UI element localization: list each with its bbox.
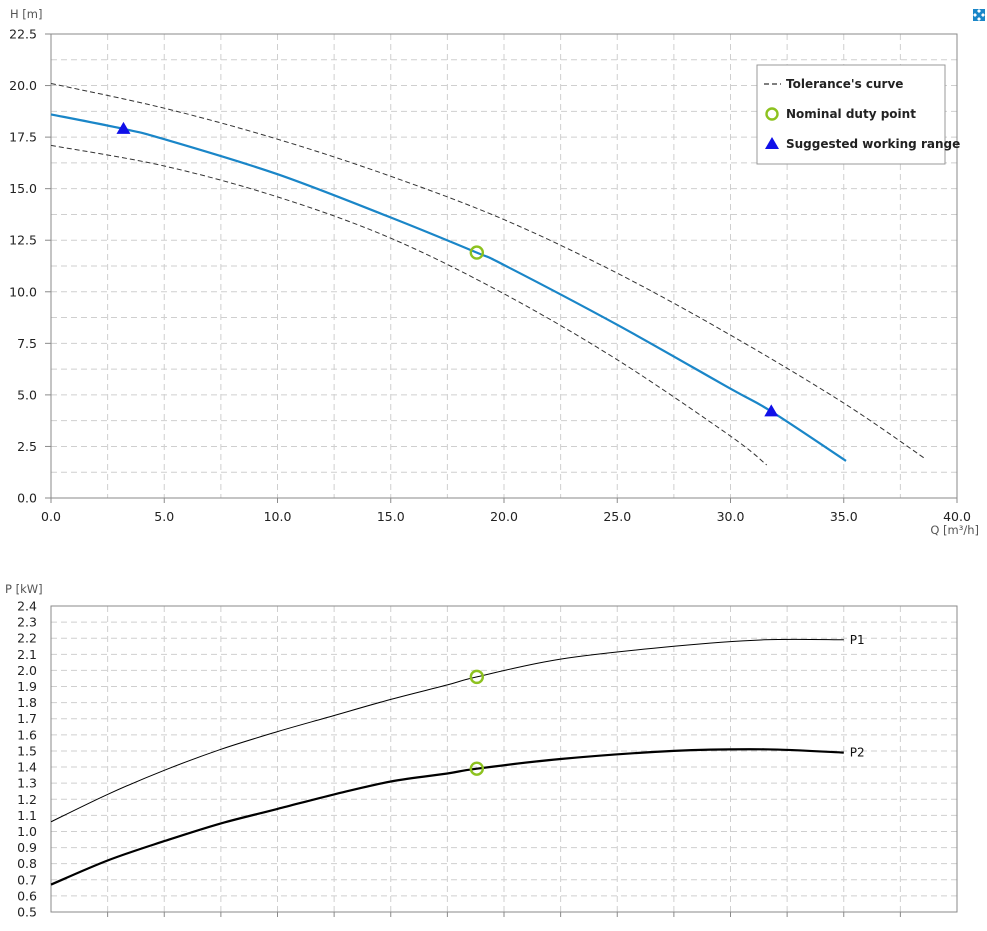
power-p1-label: P1	[850, 633, 865, 647]
power-y-tick-label: 1.0	[17, 824, 37, 839]
working-range-marker	[764, 404, 779, 417]
head-y-tick-label: 10.0	[9, 284, 37, 299]
power-y-tick-label: 2.0	[17, 663, 37, 678]
head-y-tick-label: 0.0	[17, 491, 37, 506]
power-y-tick-label: 1.8	[17, 695, 37, 710]
head-x-tick-label: 5.0	[154, 509, 174, 524]
head-x-axis-label: Q [m³/h]	[930, 523, 979, 537]
tolerance-lower-line	[50, 144, 768, 466]
power-y-tick-label: 1.7	[17, 711, 37, 726]
head-x-tick-label: 10.0	[264, 509, 292, 524]
power-y-tick-label: 0.9	[17, 840, 37, 855]
legend-box	[756, 64, 946, 165]
head-x-tick-label: 40.0	[943, 509, 971, 524]
head-duty-point	[469, 245, 485, 260]
power-chart: 2.42.32.22.12.01.91.81.71.61.51.41.31.21…	[5, 582, 958, 920]
power-y-tick-label: 0.5	[17, 905, 37, 920]
head-y-tick-label: 12.5	[9, 233, 37, 248]
power-y-tick-label: 2.3	[17, 615, 37, 630]
legend-duty-label: Nominal duty point	[786, 107, 916, 121]
head-y-tick-label: 15.0	[9, 181, 37, 196]
power-p2-line	[50, 748, 844, 886]
legend-range-swatch	[765, 137, 779, 149]
tolerance-upper-line	[50, 83, 926, 460]
head-curve-line	[50, 113, 847, 462]
legend-duty-swatch	[765, 107, 779, 121]
legend-range-label: Suggested working range	[786, 137, 960, 151]
head-x-tick-label: 20.0	[490, 509, 518, 524]
head-y-tick-label: 7.5	[17, 336, 37, 351]
head-chart: 0.0 2.5 5.0 7.5 10.0 12.5 15.0 17.5 20.0 22.5 0.0…	[9, 7, 979, 537]
power-duty-point	[469, 669, 485, 685]
expand-arrows-icon[interactable]	[971, 7, 987, 23]
power-p1-line	[50, 638, 844, 823]
power-y-tick-label: 1.4	[17, 760, 37, 775]
legend-tolerance-label: Tolerance's curve	[786, 77, 903, 91]
power-y-tick-label: 0.6	[17, 888, 37, 903]
power-y-tick-label: 1.9	[17, 679, 37, 694]
head-y-tick-label: 17.5	[9, 130, 37, 145]
head-y-tick-label: 2.5	[17, 439, 37, 454]
legend: Tolerance's curve Nominal duty point Sug…	[756, 64, 960, 165]
power-y-tick-label: 0.8	[17, 856, 37, 871]
power-y-tick-label: 1.6	[17, 727, 37, 742]
power-y-tick-label: 0.7	[17, 872, 37, 887]
head-y-tick-label: 5.0	[17, 387, 37, 402]
power-y-tick-label: 1.2	[17, 792, 37, 807]
power-y-axis-label: P [kW]	[5, 582, 43, 596]
head-y-tick-label: 22.5	[9, 27, 37, 42]
head-y-tick-label: 20.0	[9, 78, 37, 93]
power-y-tick-label: 1.1	[17, 808, 37, 823]
power-y-tick-label: 1.5	[17, 743, 37, 758]
head-x-tick-label: 15.0	[377, 509, 405, 524]
power-y-tick-label: 2.2	[17, 631, 37, 646]
head-x-tick-label: 25.0	[603, 509, 631, 524]
power-y-tick-label: 2.4	[17, 599, 37, 614]
head-x-tick-label: 35.0	[830, 509, 858, 524]
head-x-tick-label: 0.0	[41, 509, 61, 524]
power-y-tick-label: 1.3	[17, 776, 37, 791]
power-duty-point	[469, 761, 485, 776]
power-p2-label: P2	[850, 746, 865, 760]
power-y-tick-label: 2.1	[17, 647, 37, 662]
working-range-marker	[116, 121, 131, 134]
head-y-axis-label: H [m]	[10, 7, 42, 21]
head-x-tick-label: 30.0	[717, 509, 745, 524]
